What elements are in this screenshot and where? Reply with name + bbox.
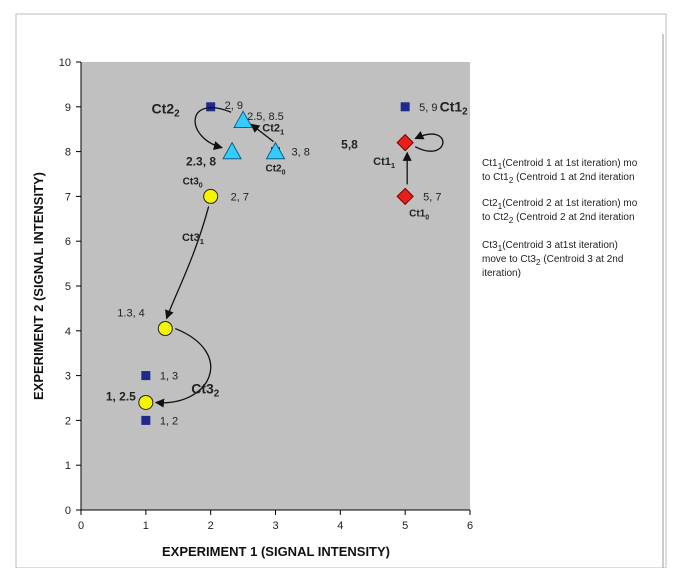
arrow-label-subscript: 2	[214, 389, 220, 400]
note-sub: 1	[497, 201, 503, 211]
y-tick-label: 1	[65, 460, 71, 472]
centroid-diamond	[396, 187, 414, 206]
centroid-label-subscript: 0	[282, 170, 286, 177]
note-sub: 1	[497, 243, 503, 253]
data-point-label: 3, 8	[292, 147, 310, 159]
note-text-2: (Centroid 1 at 2nd iteration	[513, 172, 635, 183]
centroid-diamond	[396, 133, 414, 152]
x-tick-label: 0	[78, 520, 84, 532]
arrow-label: Ct31	[182, 232, 205, 246]
centroid-label: Ct30	[183, 176, 203, 189]
data-point	[141, 415, 151, 425]
data-point-label: 5, 9	[419, 102, 437, 114]
y-tick-label: 0	[65, 505, 71, 517]
centroid-label: Ct10	[409, 208, 429, 221]
y-tick-label: 6	[65, 236, 71, 248]
arrow-label: Ct32	[191, 381, 220, 400]
arrow-label-subscript: 1	[200, 237, 205, 246]
note-text: (Centroid 2 at 1st iteration) mo	[502, 198, 638, 209]
ct2-arrow-2	[194, 107, 232, 150]
centroid-label: 5,8	[341, 138, 358, 152]
ct1-arrow-2	[414, 131, 444, 152]
x-axis-title: EXPERIMENT 1 (SIGNAL INTENSITY)	[162, 544, 390, 559]
data-point-label: 1, 2	[160, 415, 178, 427]
centroid-label: 2.5, 8.5	[247, 111, 284, 123]
note-sub-2: 2	[508, 175, 514, 184]
note-prefix: Ct3	[482, 240, 498, 251]
note-sub: 1	[497, 161, 503, 171]
x-tick-label: 3	[272, 520, 278, 532]
note-text-3: iteration)	[482, 268, 521, 279]
legend-note-ct1: Ct11(Centroid 1 at 1st iteration) mo to …	[482, 158, 672, 184]
note-sub-2: 2	[535, 257, 541, 267]
data-point	[400, 102, 410, 112]
y-tick-label: 3	[65, 371, 71, 383]
note-text: (Centroid 1 at 1st iteration) mo	[502, 158, 638, 169]
x-tick-label: 4	[337, 520, 343, 532]
y-axis-title: EXPERIMENT 2 (SIGNAL INTENSITY)	[31, 172, 46, 400]
note-prefix: Ct1	[482, 158, 498, 169]
arrow-label: Ct22	[152, 101, 181, 120]
data-point-label: 2, 9	[225, 100, 243, 112]
legend-note-ct2: Ct21(Centroid 2 at 1st iteration) mo to …	[482, 198, 672, 224]
centroid-circle	[203, 188, 219, 204]
centroid-label: 1, 2.5	[106, 389, 136, 403]
x-tick-label: 6	[467, 520, 473, 532]
y-tick-label: 9	[65, 102, 71, 114]
data-point-label: 1, 3	[160, 371, 178, 383]
note-prefix-2: to Ct1	[482, 172, 509, 183]
centroid-label-subscript: 0	[199, 182, 203, 189]
ct2-arrow-1	[250, 123, 274, 143]
arrow-label: Ct21	[262, 122, 285, 136]
note-prefix-2: move to Ct3	[482, 254, 536, 265]
note-sub-2: 2	[508, 215, 514, 224]
y-tick-label: 8	[65, 147, 71, 159]
arrow-label: Ct11	[373, 156, 396, 170]
data-point-label: 2, 7	[231, 191, 249, 203]
arrow-label-subscript: 2	[462, 106, 468, 117]
note-text-2: (Centroid 3 at 2nd	[540, 254, 624, 265]
centroid-triangle	[222, 141, 242, 160]
note-prefix: Ct2	[482, 198, 498, 209]
centroid-triangle	[265, 141, 286, 160]
data-point	[141, 371, 151, 381]
centroid-label: 1.3, 4	[117, 308, 145, 320]
centroid-label: Ct20	[266, 164, 286, 177]
note-prefix-2: to Ct2	[482, 212, 509, 223]
y-tick-label: 5	[65, 281, 71, 293]
ct3-arrow-1	[165, 206, 210, 320]
y-tick-label: 4	[65, 326, 71, 338]
centroid-label: 2.3, 8	[186, 155, 216, 169]
x-tick-label: 5	[402, 520, 408, 532]
centroid-circle	[157, 321, 173, 337]
y-tick-label: 2	[65, 415, 71, 427]
y-tick-label: 7	[65, 191, 71, 203]
centroid-label-subscript: 0	[425, 214, 429, 221]
arrow-label: Ct12	[440, 98, 469, 117]
legend-note-ct3: Ct31(Centroid 3 at1st iteration) move to…	[482, 240, 672, 280]
data-point-label: 5, 7	[423, 191, 441, 203]
x-tick-label: 2	[208, 520, 214, 532]
note-text: (Centroid 3 at1st iteration)	[502, 240, 618, 251]
arrow-label-subscript: 1	[391, 161, 396, 170]
arrow-label-subscript: 1	[280, 127, 285, 136]
y-tick-label: 10	[59, 57, 71, 69]
arrow-label-subscript: 2	[174, 109, 180, 120]
centroid-triangle	[233, 110, 253, 128]
x-tick-label: 1	[143, 520, 149, 532]
note-text-2: (Centroid 2 at 2nd iteration	[513, 212, 635, 223]
centroid-circle	[138, 394, 154, 410]
ct3-arrow-2	[154, 327, 212, 408]
data-point	[206, 102, 216, 112]
